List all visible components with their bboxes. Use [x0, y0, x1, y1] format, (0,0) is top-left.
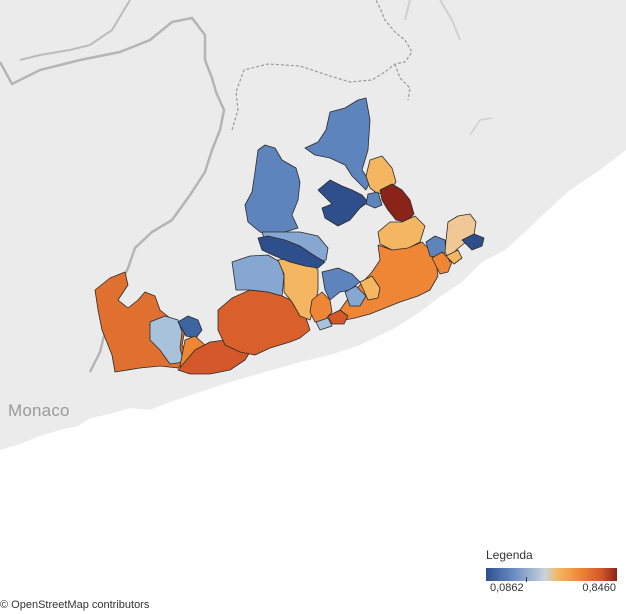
region-band-darkblue[interactable]: [257, 235, 326, 269]
region-small-blue[interactable]: [365, 191, 383, 209]
region-east-lightblue[interactable]: [344, 285, 367, 307]
map-attribution[interactable]: © OpenStreetMap contributors: [0, 599, 150, 611]
region-far-east-darkblue[interactable]: [461, 233, 485, 251]
region-center-lightblue[interactable]: [231, 254, 285, 297]
legend: Legenda 0,0862 0,8460: [486, 548, 622, 595]
region-east-orange[interactable]: [339, 241, 439, 321]
legend-title: Legenda: [486, 548, 533, 562]
region-west-darkblue[interactable]: [177, 315, 203, 339]
legend-color-ramp: [486, 568, 617, 581]
legend-tick-mark: [526, 577, 527, 582]
region-east-lightorange[interactable]: [377, 215, 426, 251]
choropleth-regions[interactable]: [94, 97, 485, 375]
legend-min-label: 0,0862: [490, 582, 524, 594]
admin-boundary: [231, 0, 413, 131]
legend-ticks: 0,0862 0,8460: [486, 577, 622, 595]
road-line-3: [439, 0, 461, 41]
road-line-4: [469, 117, 493, 136]
region-coast-lightblue[interactable]: [315, 317, 333, 331]
region-far-east-lightorange[interactable]: [445, 249, 463, 265]
region-north-blue[interactable]: [244, 144, 301, 236]
place-label-monaco: Monaco: [8, 401, 70, 420]
legend-max-label: 0,8460: [582, 582, 616, 594]
land-area: [0, 0, 626, 450]
region-darkblue-hook[interactable]: [317, 179, 369, 227]
region-east-small-lightorange[interactable]: [359, 275, 381, 301]
country-border: [0, 16, 226, 373]
admin-boundary-east: [394, 63, 411, 101]
region-north-narrow[interactable]: [304, 97, 371, 191]
road-line: [19, 0, 131, 61]
region-coast-red[interactable]: [327, 309, 349, 325]
road-line-2: [404, 0, 411, 21]
